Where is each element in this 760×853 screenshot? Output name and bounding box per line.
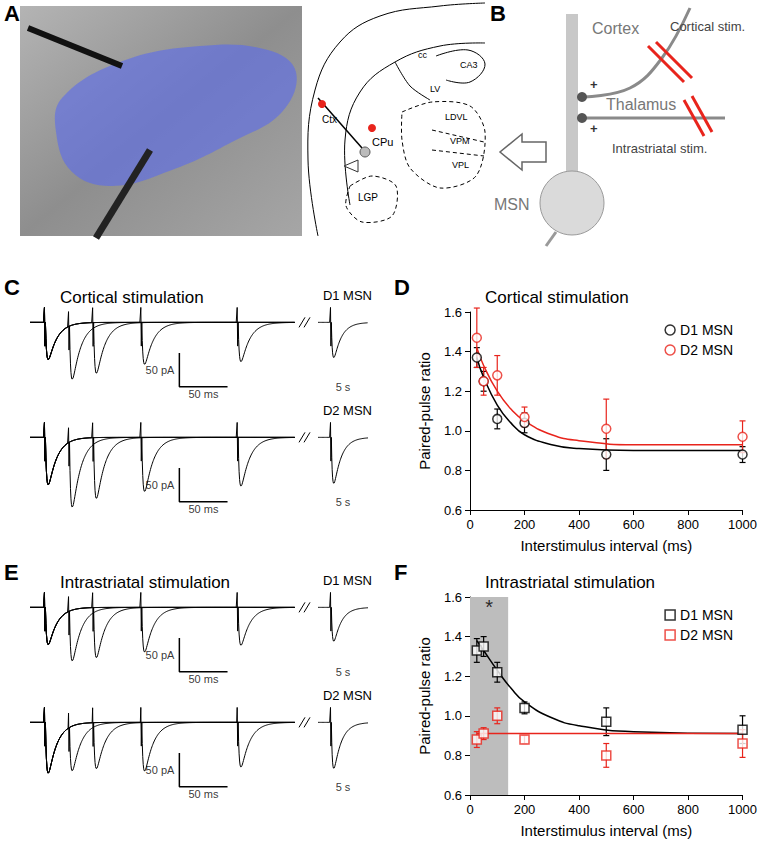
svg-text:200: 200 — [514, 802, 536, 817]
svg-text:cc: cc — [418, 50, 428, 60]
svg-text:D: D — [394, 275, 410, 300]
svg-text:Interstimulus interval (ms): Interstimulus interval (ms) — [520, 822, 692, 839]
svg-text:0.6: 0.6 — [444, 503, 462, 518]
svg-text:Intrastriatal stimulation: Intrastriatal stimulation — [485, 573, 655, 592]
svg-text:D2 MSN: D2 MSN — [323, 403, 372, 418]
svg-text:D2 MSN: D2 MSN — [680, 627, 733, 643]
svg-text:Intrastriatal stim.: Intrastriatal stim. — [612, 141, 707, 156]
svg-text:1.0: 1.0 — [444, 423, 462, 438]
svg-text:Ctx: Ctx — [322, 114, 337, 125]
svg-text:600: 600 — [623, 802, 645, 817]
svg-text:CPu: CPu — [372, 136, 393, 148]
svg-text:0.8: 0.8 — [444, 463, 462, 478]
svg-text:LV: LV — [430, 84, 440, 94]
svg-text:VPM: VPM — [450, 136, 470, 146]
svg-text:800: 800 — [677, 802, 699, 817]
svg-text:LGP: LGP — [358, 192, 378, 203]
svg-text:LDVL: LDVL — [445, 112, 468, 122]
svg-text:C: C — [4, 275, 20, 300]
svg-text:1.4: 1.4 — [444, 344, 462, 359]
svg-text:50 pA: 50 pA — [146, 764, 175, 776]
svg-text:+: + — [590, 121, 598, 136]
svg-text:D1 MSN: D1 MSN — [680, 607, 733, 623]
svg-text:50 ms: 50 ms — [188, 388, 218, 400]
svg-text:5 s: 5 s — [336, 666, 351, 678]
svg-text:MSN: MSN — [494, 196, 530, 213]
svg-text:5 s: 5 s — [336, 496, 351, 508]
svg-text:*: * — [485, 596, 493, 618]
svg-text:D2 MSN: D2 MSN — [680, 342, 733, 358]
svg-text:D1 MSN: D1 MSN — [323, 288, 372, 303]
svg-text:Cortical stimulation: Cortical stimulation — [60, 288, 204, 307]
svg-text:400: 400 — [568, 802, 590, 817]
svg-text:1.2: 1.2 — [444, 384, 462, 399]
svg-text:D2 MSN: D2 MSN — [323, 688, 372, 703]
svg-text:1.6: 1.6 — [444, 590, 462, 605]
svg-text:+: + — [590, 77, 598, 92]
svg-text:600: 600 — [623, 517, 645, 532]
svg-text:50 pA: 50 pA — [146, 649, 175, 661]
svg-text:1.2: 1.2 — [444, 669, 462, 684]
svg-text:Cortex: Cortex — [592, 20, 639, 37]
svg-text:50 ms: 50 ms — [188, 788, 218, 800]
svg-text:50 pA: 50 pA — [146, 364, 175, 376]
svg-text:VPL: VPL — [452, 160, 469, 170]
svg-text:200: 200 — [514, 517, 536, 532]
svg-text:Cortical stim.: Cortical stim. — [670, 19, 745, 34]
svg-text:1.4: 1.4 — [444, 629, 462, 644]
svg-text:Interstimulus interval (ms): Interstimulus interval (ms) — [520, 537, 692, 554]
svg-text:CA3: CA3 — [460, 60, 478, 70]
svg-text:D1 MSN: D1 MSN — [323, 573, 372, 588]
svg-text:1.6: 1.6 — [444, 305, 462, 320]
svg-text:Cortical stimulation: Cortical stimulation — [485, 288, 629, 307]
svg-text:E: E — [4, 560, 19, 585]
svg-text:B: B — [490, 1, 506, 26]
svg-text:0: 0 — [466, 517, 473, 532]
svg-text:Thalamus: Thalamus — [606, 96, 676, 113]
svg-text:1000: 1000 — [728, 517, 757, 532]
svg-text:Paired-pulse ratio: Paired-pulse ratio — [416, 637, 433, 755]
svg-text:50 ms: 50 ms — [188, 503, 218, 515]
svg-text:0: 0 — [466, 802, 473, 817]
svg-text:A: A — [4, 1, 20, 26]
svg-text:1.0: 1.0 — [444, 708, 462, 723]
svg-text:1000: 1000 — [728, 802, 757, 817]
svg-text:F: F — [394, 560, 407, 585]
svg-text:Intrastriatal stimulation: Intrastriatal stimulation — [60, 573, 230, 592]
svg-text:0.6: 0.6 — [444, 788, 462, 803]
svg-text:5 s: 5 s — [336, 781, 351, 793]
svg-text:0.8: 0.8 — [444, 748, 462, 763]
svg-text:D1 MSN: D1 MSN — [680, 322, 733, 338]
svg-text:Paired-pulse ratio: Paired-pulse ratio — [416, 352, 433, 470]
svg-text:5 s: 5 s — [336, 381, 351, 393]
svg-text:800: 800 — [677, 517, 699, 532]
svg-text:400: 400 — [568, 517, 590, 532]
svg-text:50 pA: 50 pA — [146, 479, 175, 491]
svg-text:50 ms: 50 ms — [188, 673, 218, 685]
